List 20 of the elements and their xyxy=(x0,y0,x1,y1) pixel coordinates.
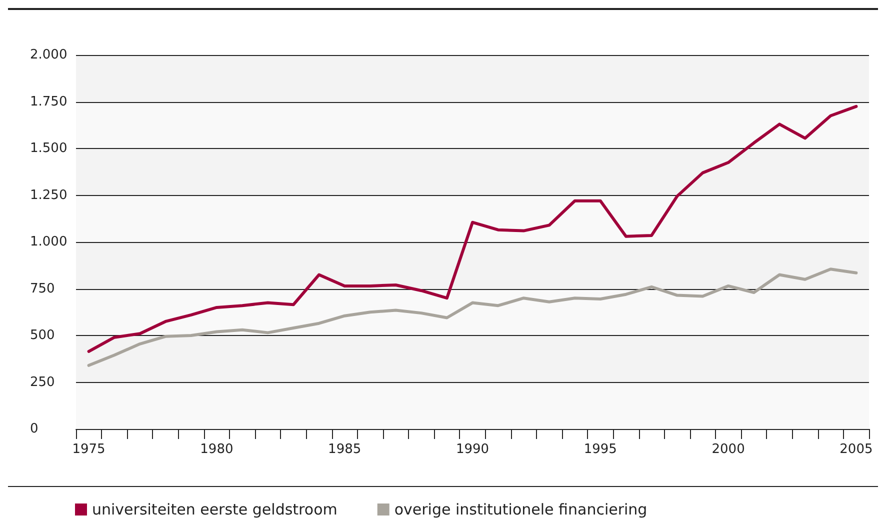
y-tick-label: 1.250 xyxy=(30,188,68,203)
x-tick-label: 1985 xyxy=(328,442,362,457)
y-tick-label: 750 xyxy=(30,281,55,296)
y-tick-label: 1.500 xyxy=(30,141,68,156)
legend-label: universiteiten eerste geldstroom xyxy=(92,500,338,518)
y-tick-label: 1.000 xyxy=(30,234,68,250)
y-tick-label: 2.000 xyxy=(30,48,68,62)
x-tick-label: 2005 xyxy=(840,442,873,457)
x-tick-label: 2000 xyxy=(712,442,745,457)
line-series xyxy=(87,104,858,353)
y-tick-label: 500 xyxy=(30,328,55,343)
y-tick-label: 1.750 xyxy=(30,94,68,110)
x-tick-label: 1995 xyxy=(584,442,617,457)
x-tick-label: 1975 xyxy=(72,442,106,457)
x-tick-label: 1990 xyxy=(456,442,490,457)
y-tick-label: 250 xyxy=(30,374,55,390)
line-series xyxy=(87,268,858,367)
legend-label: overige institutionele financiering xyxy=(394,500,648,518)
x-tick-label: 1980 xyxy=(200,442,234,457)
y-tick-label: 0 xyxy=(30,422,38,436)
